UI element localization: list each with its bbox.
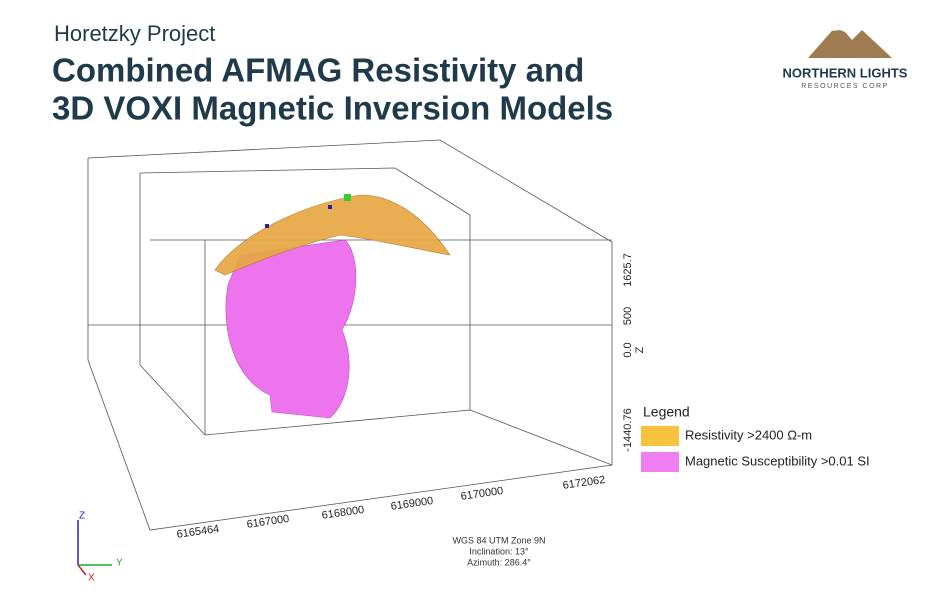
legend-swatch [641, 426, 679, 446]
legend: Legend Resistivity >2400 Ω-m Magnetic Sus… [641, 404, 870, 472]
legend-title: Legend [643, 404, 690, 420]
y-label: 6172062 [562, 474, 606, 492]
logo-snow [832, 24, 845, 32]
marker [328, 205, 332, 209]
y-label: 6167000 [246, 513, 290, 531]
z-label: 0.0 [622, 342, 634, 357]
legend-swatch [641, 452, 679, 472]
logo: NORTHERN LIGHTS RESOURCES CORP [783, 24, 908, 90]
y-label: 6165464 [176, 523, 220, 541]
triad-x [77, 564, 87, 576]
triad-label: Y [116, 558, 123, 569]
marker [344, 194, 351, 201]
y-label: 6170000 [460, 485, 504, 503]
view-info: WGS 84 UTM Zone 9N [452, 535, 545, 545]
triad-label: Z [79, 511, 85, 522]
bounding-box [87, 139, 613, 531]
title: 3D VOXI Magnetic Inversion Models [52, 90, 613, 127]
triad-label: X [88, 573, 95, 584]
y-label: 6168000 [321, 504, 365, 522]
z-label: -1440.76 [622, 408, 634, 451]
z-title: Z [634, 346, 646, 353]
z-label: 500 [622, 307, 634, 325]
resistivity-body [214, 194, 451, 276]
axis-triad: Z Y X [77, 511, 123, 584]
subtitle: Horetzky Project [54, 21, 215, 46]
legend-label: Magnetic Susceptibility >0.01 SI [685, 453, 870, 468]
logo-name: NORTHERN LIGHTS [783, 65, 908, 80]
logo-tagline: RESOURCES CORP [801, 83, 889, 90]
logo-mountain [808, 24, 892, 58]
view-info: Azimuth: 286.4° [467, 557, 531, 567]
view-info: Inclination: 13° [469, 546, 529, 556]
box-edge [469, 409, 613, 466]
y-label: 6169000 [390, 495, 434, 513]
legend-label: Resistivity >2400 Ω-m [685, 427, 812, 442]
title: Combined AFMAG Resistivity and [52, 52, 584, 89]
magnetic-body [225, 239, 357, 419]
marker [265, 224, 269, 228]
z-label: 1625.7 [622, 253, 634, 287]
